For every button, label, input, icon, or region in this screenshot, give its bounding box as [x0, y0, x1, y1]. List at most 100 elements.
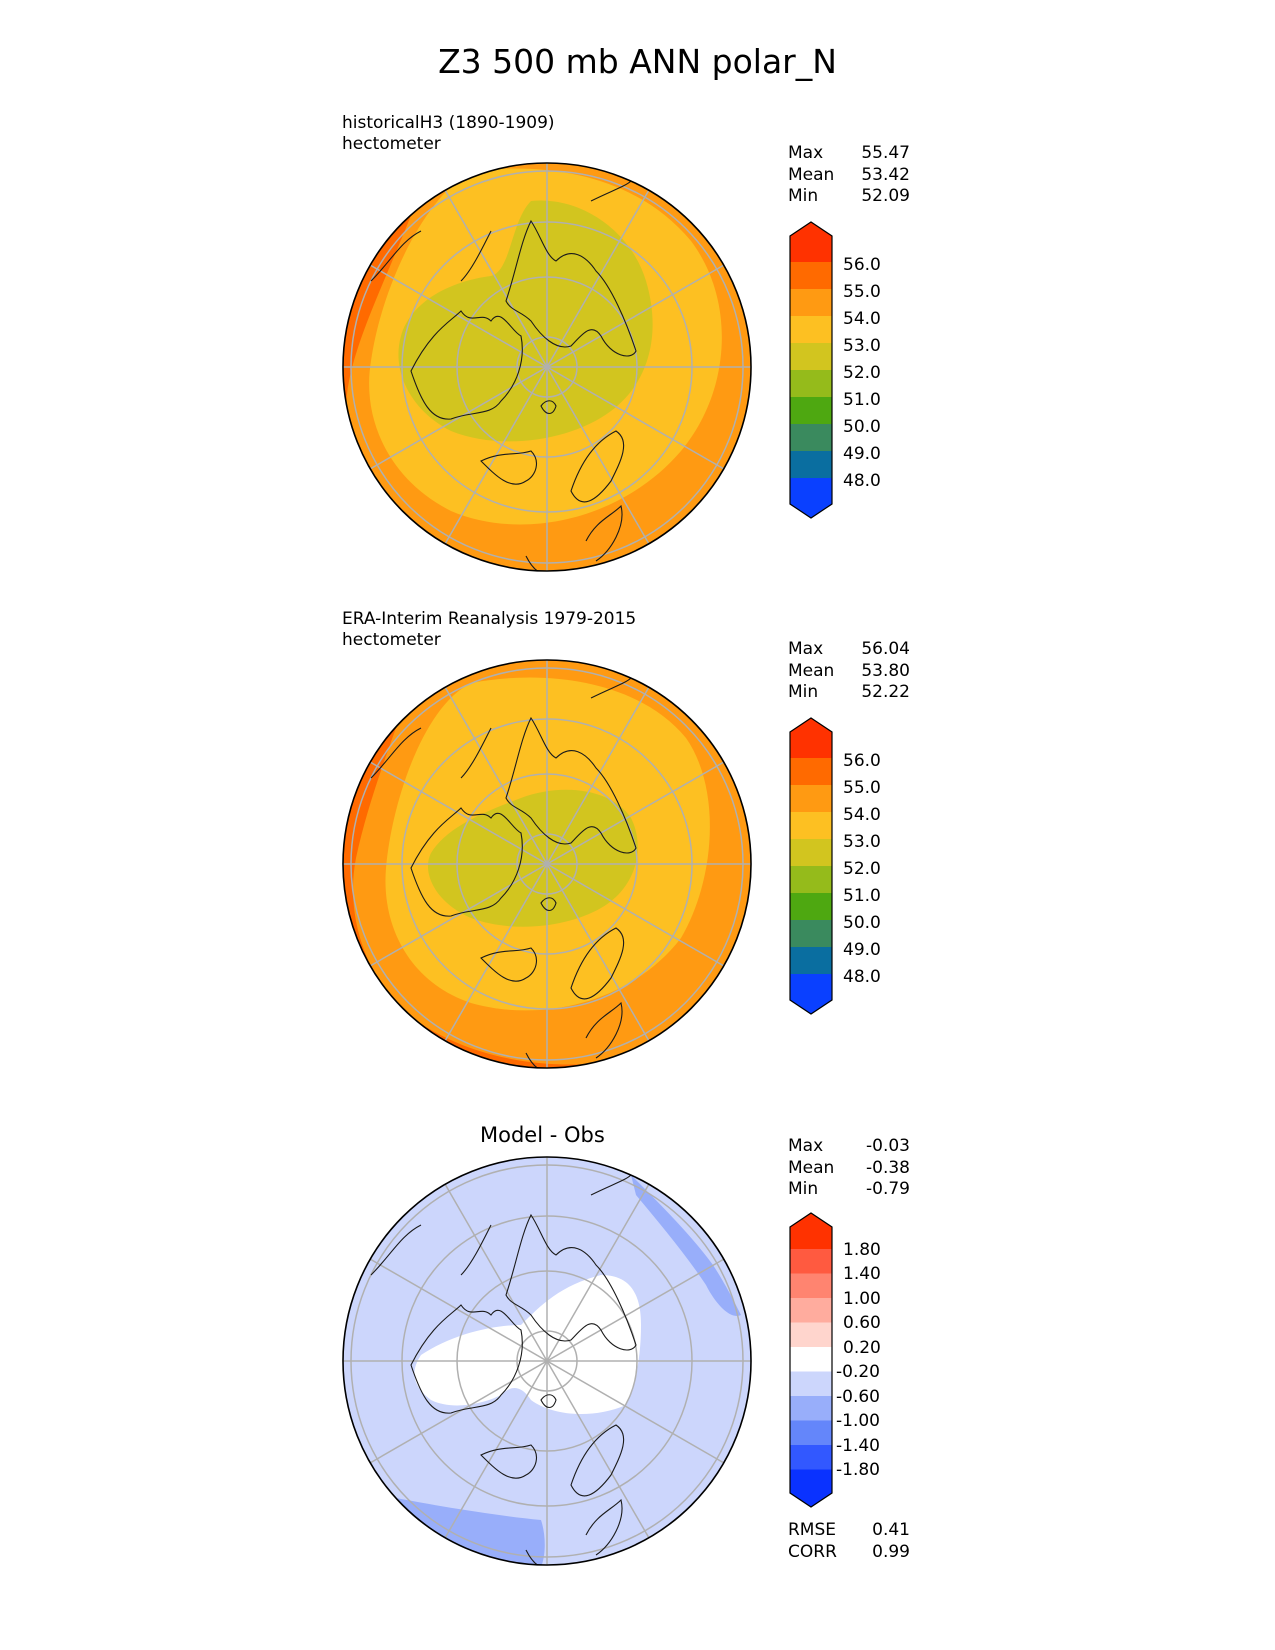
- stat-row-mean: Mean 53.80: [788, 660, 910, 681]
- cb-band-4: [790, 1322, 832, 1347]
- stat-row-mean: Mean 53.42: [788, 164, 910, 185]
- cb-ref-label-6: 51.0: [843, 886, 881, 906]
- cb-test-label-2: 55.0: [843, 282, 881, 302]
- graticule: [343, 1157, 751, 1565]
- stat-row-max: Max 56.04: [788, 639, 910, 659]
- contour-52-53: [427, 789, 638, 927]
- colorbar-diff: [789, 1212, 833, 1508]
- polar-map-diff: [342, 1156, 752, 1566]
- panel-ref-name: ERA-Interim Reanalysis 1979-2015: [342, 609, 637, 629]
- cb-band-7: [790, 920, 832, 947]
- cb-ref-label-3: 54.0: [843, 805, 881, 825]
- metric-row-rmse: RMSE 0.41: [788, 1520, 910, 1540]
- cb-test-label-9: 48.0: [843, 471, 881, 491]
- cb-band-1: [790, 262, 832, 289]
- graticule: [343, 660, 751, 1068]
- cb-band-7: [790, 1396, 832, 1421]
- cb-band-under: [790, 974, 832, 1014]
- stat-row-mean: Mean -0.38: [788, 1157, 910, 1178]
- cb-test-label-1: 56.0: [843, 255, 881, 275]
- cb-band-6: [790, 893, 832, 920]
- stat-row-min: Min -0.79: [788, 1179, 910, 1199]
- colorbar-test: [789, 221, 833, 519]
- graticule: [343, 163, 751, 571]
- polar-map-test: [342, 162, 752, 572]
- cb-band-8: [790, 947, 832, 974]
- cb-band-under: [790, 478, 832, 518]
- cb-diff-label-2: 1.40: [843, 1264, 881, 1284]
- cb-diff-label-8: -1.00: [836, 1411, 880, 1431]
- cb-band-5: [790, 370, 832, 397]
- cb-band-9: [790, 1445, 832, 1470]
- cb-diff-label-4: 0.60: [843, 1313, 881, 1333]
- contour-52-53: [398, 200, 653, 442]
- cb-band-3: [790, 1298, 832, 1323]
- cb-ref-label-2: 55.0: [843, 778, 881, 798]
- cb-ref-label-1: 56.0: [843, 751, 881, 771]
- colorbar-ref: [789, 717, 833, 1015]
- panel-diff-metrics: RMSE 0.41 CORR 0.99: [788, 1520, 910, 1563]
- colorbar-outline: [789, 221, 833, 519]
- cb-diff-label-1: 1.80: [843, 1240, 881, 1260]
- cb-ref-label-9: 48.0: [843, 967, 881, 987]
- cb-test-label-7: 50.0: [843, 417, 881, 437]
- cb-band-over: [790, 718, 832, 758]
- panel-diff-stats: Max -0.03 Mean -0.38 Min -0.79: [788, 1136, 910, 1201]
- panel-diff-title: Model - Obs: [480, 1123, 605, 1147]
- map-boundary: [342, 659, 752, 1069]
- cb-test-label-5: 52.0: [843, 363, 881, 383]
- panel-test-units: hectometer: [342, 134, 441, 154]
- metric-row-corr: CORR 0.99: [788, 1541, 910, 1562]
- panel-test-name: historicalH3 (1890-1909): [342, 113, 555, 133]
- cb-test-label-4: 53.0: [843, 336, 881, 356]
- cb-band-2: [790, 1273, 832, 1298]
- cb-diff-label-3: 1.00: [843, 1289, 881, 1309]
- stat-row-min: Min 52.09: [788, 186, 910, 206]
- cb-ref-label-7: 50.0: [843, 913, 881, 933]
- cb-band-over: [790, 222, 832, 262]
- panel-ref-units: hectometer: [342, 630, 441, 650]
- cb-test-label-3: 54.0: [843, 309, 881, 329]
- cb-diff-label-5: 0.20: [843, 1338, 881, 1358]
- colorbar-bands: [790, 718, 832, 1014]
- stat-row-max: Max 55.47: [788, 143, 910, 163]
- coastlines: [370, 677, 637, 1068]
- colorbar-outline: [789, 717, 833, 1015]
- cb-ref-label-5: 52.0: [843, 859, 881, 879]
- cb-band-8: [790, 1420, 832, 1445]
- cb-band-under: [790, 1469, 832, 1507]
- contour-neg-0.20-0.20: [414, 1275, 641, 1415]
- map-boundary: [342, 1156, 752, 1566]
- cb-diff-label-6: -0.20: [836, 1362, 880, 1382]
- colorbar-outline: [789, 1212, 833, 1508]
- cb-band-1: [790, 758, 832, 785]
- stat-row-max: Max -0.03: [788, 1136, 910, 1156]
- cb-band-5: [790, 866, 832, 893]
- cb-band-1: [790, 1249, 832, 1274]
- cb-band-2: [790, 785, 832, 812]
- cb-band-6: [790, 397, 832, 424]
- coastlines: [370, 180, 637, 571]
- coastlines: [370, 1174, 637, 1565]
- panel-test-stats: Max 55.47 Mean 53.42 Min 52.09: [788, 143, 910, 208]
- cb-ref-label-8: 49.0: [843, 940, 881, 960]
- stat-row-min: Min 52.22: [788, 682, 910, 702]
- cb-band-6: [790, 1371, 832, 1396]
- cb-diff-label-10: -1.80: [836, 1460, 880, 1480]
- cb-test-label-8: 49.0: [843, 444, 881, 464]
- cb-diff-label-9: -1.40: [836, 1436, 880, 1456]
- colorbar-bands: [790, 1213, 832, 1507]
- cb-band-over: [790, 1213, 832, 1249]
- cb-band-7: [790, 424, 832, 451]
- figure-title: Z3 500 mb ANN polar_N: [438, 42, 837, 81]
- map-boundary: [342, 162, 752, 572]
- cb-band-3: [790, 316, 832, 343]
- cb-band-3: [790, 812, 832, 839]
- polar-map-ref: [342, 659, 752, 1069]
- cb-band-8: [790, 451, 832, 478]
- cb-test-label-6: 51.0: [843, 390, 881, 410]
- cb-diff-label-7: -0.60: [836, 1387, 880, 1407]
- panel-ref-stats: Max 56.04 Mean 53.80 Min 52.22: [788, 639, 910, 704]
- cb-ref-label-4: 53.0: [843, 832, 881, 852]
- colorbar-bands: [790, 222, 832, 518]
